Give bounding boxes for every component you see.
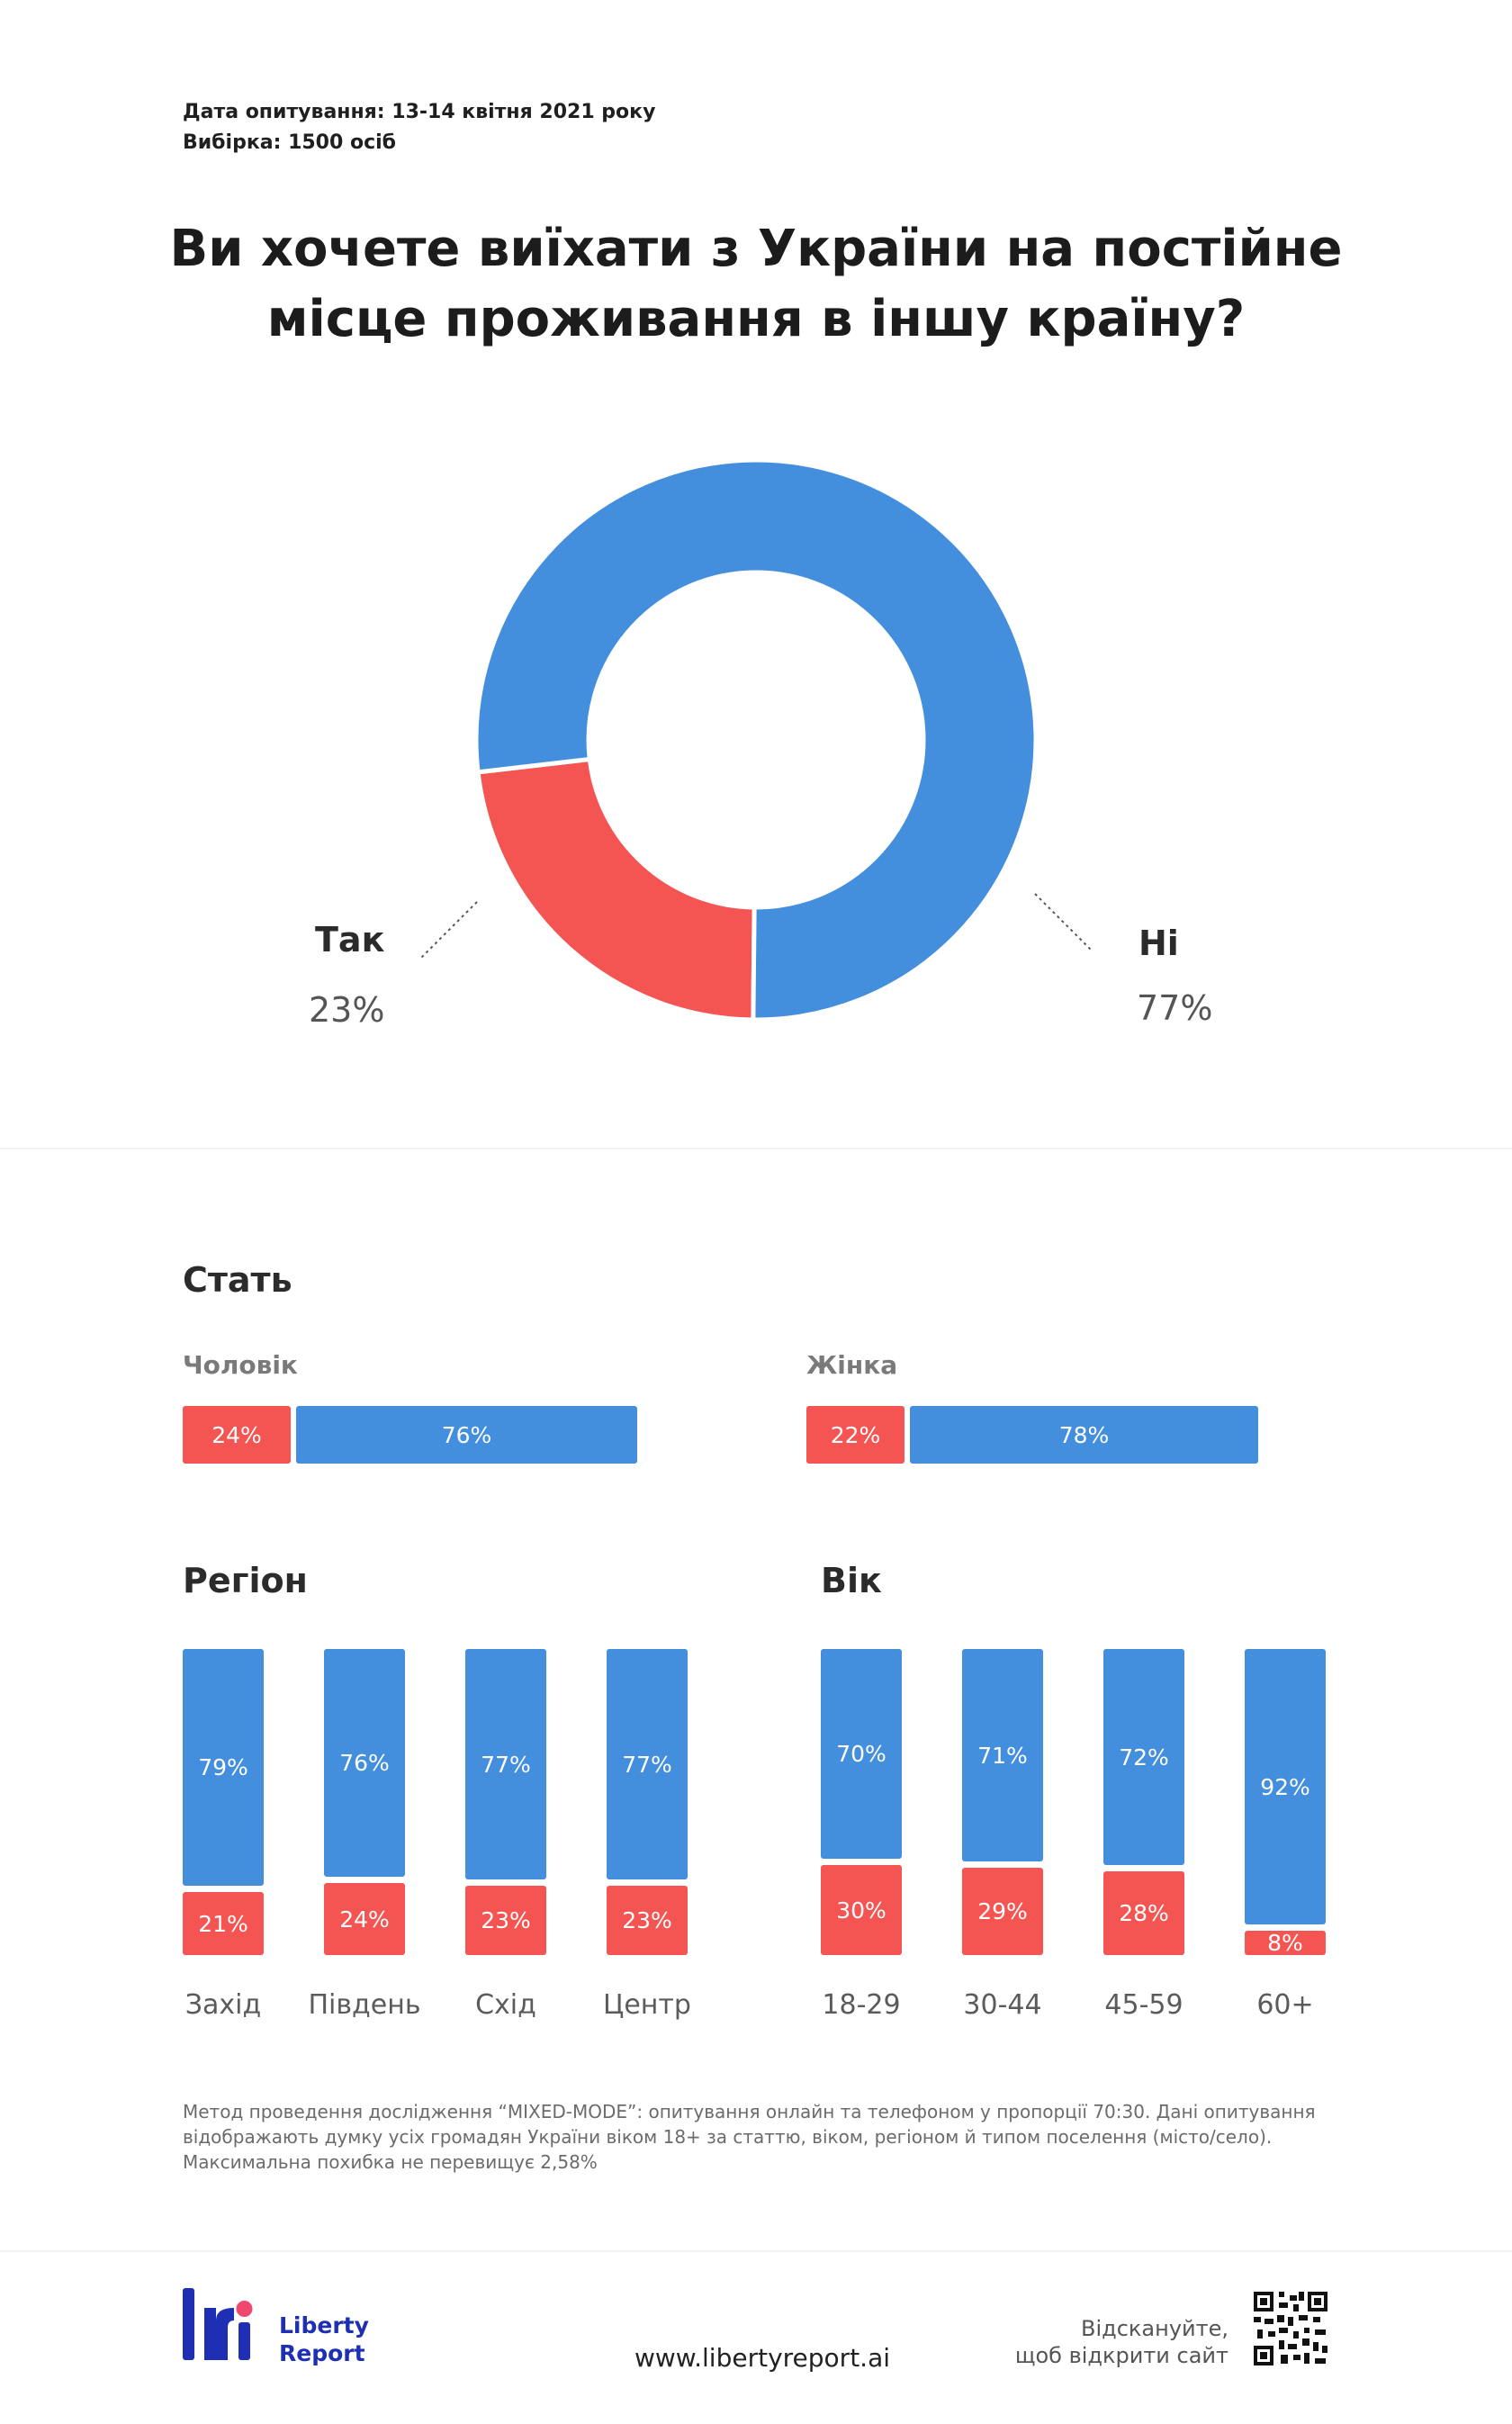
section-divider: [0, 1148, 1512, 1149]
gender-bar-no-1: 78%: [910, 1406, 1258, 1464]
methodology-line-2: відображають думку усіх громадян України…: [183, 2126, 1273, 2148]
qr-code-icon[interactable]: [1252, 2290, 1329, 2367]
gender-label-female: Жінка: [806, 1350, 898, 1380]
age-bar-yes-0: 30%: [821, 1865, 902, 1955]
scan-line-2: щоб відкрити сайт: [1014, 2343, 1228, 2368]
title-line-1: Ви хочете виїхати з України на постійне: [169, 220, 1343, 278]
region-category-label: Захід: [184, 1989, 262, 2021]
region-bar-yes-3: 23%: [607, 1886, 688, 1955]
age-category-label: 30-44: [963, 1989, 1042, 2021]
gender-title: Стать: [183, 1260, 292, 1300]
scan-hint: Відскануйте, щоб відкрити сайт: [990, 2315, 1228, 2369]
leader-line-no: [1034, 893, 1092, 951]
region-bar-no-0: 79%: [183, 1649, 264, 1886]
age-bar-no-3: 92%: [1245, 1649, 1326, 1924]
age-bar-no-1: 71%: [962, 1649, 1043, 1861]
site-url[interactable]: www.libertyreport.ai: [634, 2343, 891, 2373]
donut-pct-yes: 23%: [309, 990, 385, 1030]
methodology-line-1: Метод проведення дослідження “MIXED-MODE…: [183, 2101, 1316, 2122]
scan-line-1: Відскануйте,: [1081, 2316, 1228, 2341]
methodology-line-3: Максимальна похибка не перевищує 2,58%: [183, 2151, 598, 2173]
age-category-label: 60+: [1256, 1989, 1314, 2021]
donut-slices: [473, 457, 1039, 1023]
age-bar-yes-2: 28%: [1103, 1871, 1184, 1955]
region-bar-no-1: 76%: [324, 1649, 405, 1877]
region-bar-yes-1: 24%: [324, 1883, 405, 1955]
region-bar-no-2: 77%: [465, 1649, 546, 1879]
region-bar-yes-0: 21%: [183, 1892, 264, 1955]
donut-label-yes: Так: [315, 920, 385, 960]
brand-line-2: Report: [279, 2340, 365, 2366]
survey-date: Дата опитування: 13-14 квітня 2021 року: [183, 101, 656, 123]
donut-label-no: Ні: [1138, 924, 1179, 963]
sample-size: Вибірка: 1500 осіб: [183, 131, 397, 154]
age-bar-no-0: 70%: [821, 1649, 902, 1859]
region-category-label: Центр: [603, 1989, 691, 2021]
brand-name: Liberty Report: [279, 2311, 369, 2367]
age-title: Вік: [821, 1561, 882, 1600]
donut-pct-no: 77%: [1137, 988, 1213, 1028]
title-line-2: місце проживання в іншу країну?: [266, 290, 1246, 348]
region-title: Регіон: [183, 1561, 308, 1600]
donut-slice-yes: [475, 756, 757, 1023]
gender-bar-no-0: 76%: [296, 1406, 637, 1464]
age-category-label: 45-59: [1104, 1989, 1184, 2021]
region-bar-no-3: 77%: [607, 1649, 688, 1879]
gender-bar-yes-1: 22%: [806, 1406, 904, 1464]
footer-divider: [0, 2250, 1512, 2252]
gender-bar-yes-0: 24%: [183, 1406, 291, 1464]
gender-label-male: Чоловік: [183, 1350, 298, 1380]
leader-line-yes: [420, 901, 478, 959]
region-category-label: Південь: [308, 1989, 421, 2021]
region-category-label: Схід: [475, 1989, 536, 2021]
age-category-label: 18-29: [822, 1989, 901, 2021]
liberty-report-logo-icon: [183, 2288, 253, 2360]
age-bar-yes-1: 29%: [962, 1868, 1043, 1955]
methodology-note: Метод проведення дослідження “MIXED-MODE…: [183, 2099, 1317, 2175]
region-bar-yes-2: 23%: [465, 1886, 546, 1955]
donut-slice-no: [473, 457, 1039, 1023]
brand-line-1: Liberty: [279, 2312, 369, 2338]
donut-chart: [420, 457, 1092, 1023]
page-title: Ви хочете виїхати з України на постійне …: [0, 214, 1512, 355]
age-bar-no-2: 72%: [1103, 1649, 1184, 1865]
age-bar-yes-3: 8%: [1245, 1930, 1326, 1956]
